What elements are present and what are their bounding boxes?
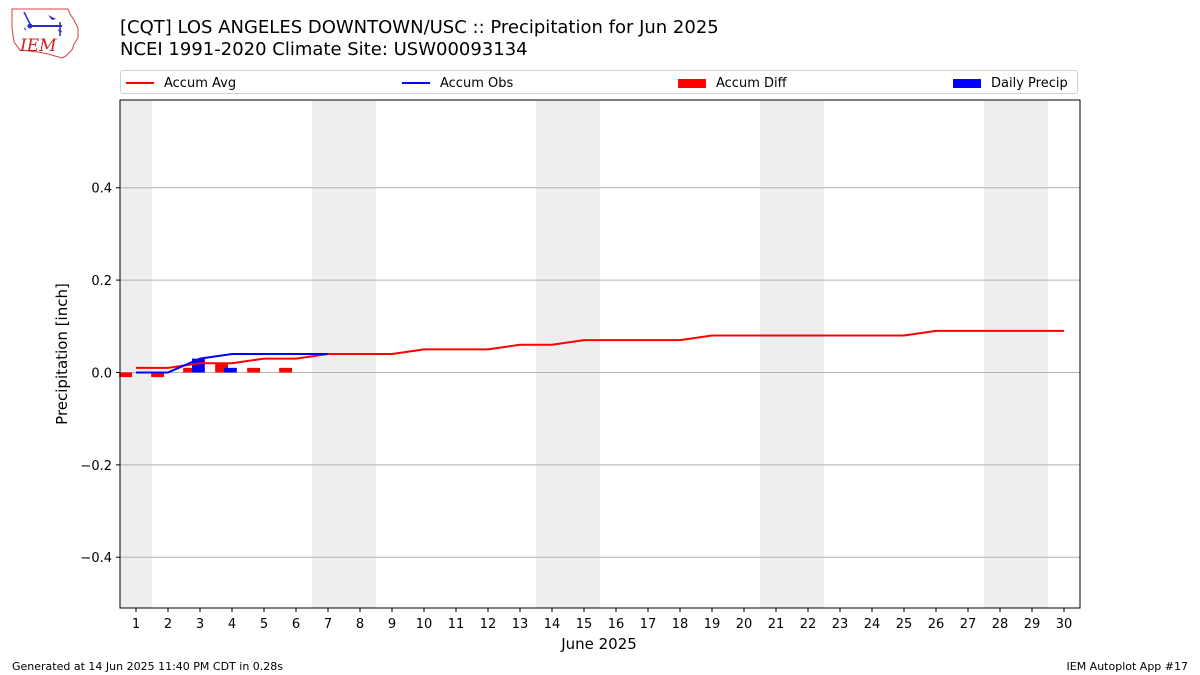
- legend-label-daily-precip: Daily Precip: [991, 75, 1068, 91]
- iem-logo-icon: IEM: [8, 6, 82, 60]
- x-tick-label: 18: [672, 617, 689, 632]
- x-tick-label: 21: [768, 617, 785, 632]
- x-tick-label: 1: [132, 617, 140, 632]
- x-tick-label: 28: [992, 617, 1009, 632]
- x-tick-label: 2: [164, 617, 172, 632]
- x-tick-label: 17: [640, 617, 657, 632]
- plot-frame: [119, 99, 1081, 609]
- x-tick-label: 3: [196, 617, 204, 632]
- x-tick-label: 4: [228, 617, 236, 632]
- weekend-band: [536, 100, 568, 608]
- legend-swatch-accum-avg: [126, 82, 154, 84]
- x-tick-label: 12: [480, 617, 497, 632]
- legend-swatch-accum-diff: [678, 78, 706, 88]
- x-tick-label: 27: [960, 617, 977, 632]
- daily-precip-bar: [192, 358, 205, 373]
- accum-diff-bar: [215, 363, 228, 373]
- daily-precip-bar: [224, 367, 237, 373]
- chart-legend: Accum Avg Accum Obs Accum Diff Daily Pre…: [120, 70, 1078, 94]
- x-axis-label: June 2025: [560, 635, 637, 653]
- accum-obs-line: [136, 353, 328, 374]
- x-tick-label: 24: [864, 617, 881, 632]
- x-tick-label: 6: [292, 617, 300, 632]
- accum-diff-bar: [119, 372, 132, 378]
- x-tick-label: 15: [576, 617, 593, 632]
- footer-generated-text: Generated at 14 Jun 2025 11:40 PM CDT in…: [12, 660, 284, 673]
- chart-subtitle: NCEI 1991-2020 Climate Site: USW00093134: [120, 39, 528, 60]
- legend-swatch-accum-obs: [402, 82, 430, 84]
- accum-diff-bar: [183, 367, 196, 373]
- x-tick-label: 22: [800, 617, 817, 632]
- weekend-band: [760, 100, 792, 608]
- x-tick-label: 25: [896, 617, 913, 632]
- x-tick-label: 23: [832, 617, 849, 632]
- x-tick-label: 13: [512, 617, 529, 632]
- footer-app-label: IEM Autoplot App #17: [1066, 660, 1189, 673]
- x-tick-label: 5: [260, 617, 268, 632]
- x-tick-label: 11: [448, 617, 465, 632]
- accum-avg-line: [136, 329, 1064, 369]
- y-tick-label: 0.0: [91, 366, 112, 381]
- x-tick-label: 29: [1024, 617, 1041, 632]
- legend-label-accum-avg: Accum Avg: [164, 75, 237, 91]
- x-tick-label: 26: [928, 617, 945, 632]
- legend-swatch-daily-precip: [953, 78, 981, 88]
- x-tick-label: 20: [736, 617, 753, 632]
- accum-diff-bar: [279, 367, 292, 373]
- x-tick-label: 30: [1056, 617, 1073, 632]
- x-tick-label: 16: [608, 617, 625, 632]
- y-tick-label: 0.4: [91, 182, 112, 197]
- weekend-band: [984, 100, 1016, 608]
- accum-diff-bar: [151, 372, 164, 378]
- weekend-band: [568, 100, 600, 608]
- legend-label-accum-obs: Accum Obs: [440, 75, 514, 91]
- weekend-band: [1016, 100, 1048, 608]
- chart-title: [CQT] LOS ANGELES DOWNTOWN/USC :: Precip…: [120, 17, 719, 38]
- x-tick-label: 8: [356, 617, 364, 632]
- legend-label-accum-diff: Accum Diff: [716, 75, 787, 91]
- legend-item-accum-avg: Accum Avg: [126, 74, 236, 92]
- legend-item-accum-obs: Accum Obs: [402, 74, 513, 92]
- x-tick-label: 9: [388, 617, 396, 632]
- y-tick-label: 0.2: [91, 274, 112, 289]
- y-tick-label: −0.4: [80, 551, 112, 566]
- x-tick-label: 14: [544, 617, 561, 632]
- legend-item-daily-precip: Daily Precip: [953, 74, 1068, 92]
- y-axis-label: Precipitation [inch]: [53, 283, 71, 425]
- accum-diff-bar: [247, 367, 260, 373]
- weekend-band: [120, 100, 152, 608]
- x-tick-label: 10: [416, 617, 433, 632]
- logo-text: IEM: [19, 36, 57, 56]
- legend-item-accum-diff: Accum Diff: [678, 74, 787, 92]
- weekend-band: [792, 100, 824, 608]
- x-tick-label: 7: [324, 617, 332, 632]
- y-tick-label: −0.2: [80, 459, 112, 474]
- x-tick-label: 19: [704, 617, 721, 632]
